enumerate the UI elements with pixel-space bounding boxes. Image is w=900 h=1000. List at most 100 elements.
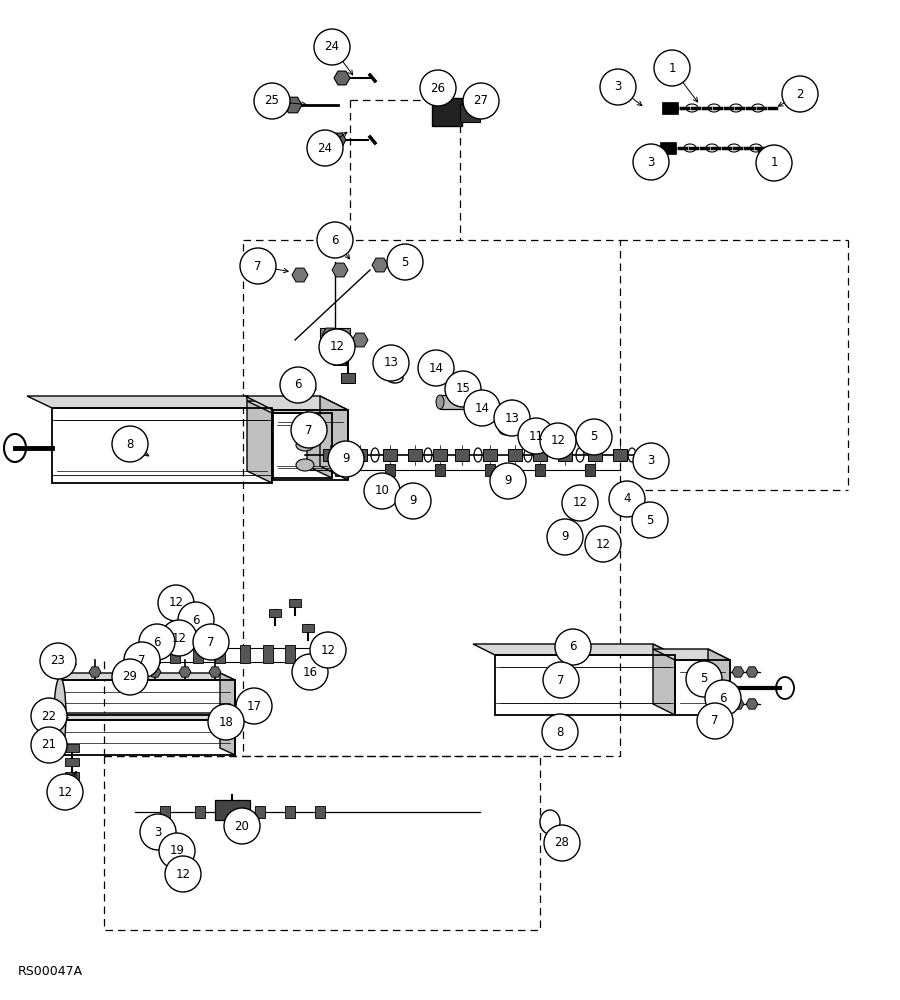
Text: 3: 3 <box>154 826 162 838</box>
Circle shape <box>464 390 500 426</box>
Polygon shape <box>247 396 272 483</box>
Circle shape <box>254 83 290 119</box>
FancyBboxPatch shape <box>533 449 547 461</box>
Polygon shape <box>292 268 308 282</box>
Circle shape <box>756 145 792 181</box>
Circle shape <box>193 624 229 660</box>
Circle shape <box>310 632 346 668</box>
Text: 5: 5 <box>646 514 653 526</box>
Text: 12: 12 <box>168 596 184 609</box>
Circle shape <box>544 825 580 861</box>
Circle shape <box>705 680 741 716</box>
Text: 29: 29 <box>122 670 138 684</box>
Circle shape <box>562 485 598 521</box>
Text: 5: 5 <box>401 255 409 268</box>
Circle shape <box>609 481 645 517</box>
Polygon shape <box>322 328 338 342</box>
Polygon shape <box>220 673 235 715</box>
FancyBboxPatch shape <box>383 449 397 461</box>
FancyBboxPatch shape <box>150 645 160 663</box>
Polygon shape <box>149 667 161 677</box>
Circle shape <box>633 443 669 479</box>
Text: 15: 15 <box>455 382 471 395</box>
Text: 12: 12 <box>329 340 345 354</box>
Text: 7: 7 <box>557 674 565 686</box>
Text: 1: 1 <box>770 156 778 169</box>
Text: 7: 7 <box>305 424 313 436</box>
Circle shape <box>585 526 621 562</box>
Text: 24: 24 <box>325 40 339 53</box>
FancyBboxPatch shape <box>433 449 447 461</box>
Text: 24: 24 <box>318 141 332 154</box>
Text: 3: 3 <box>647 155 654 168</box>
Ellipse shape <box>488 395 496 409</box>
Text: 17: 17 <box>247 700 262 712</box>
FancyBboxPatch shape <box>638 449 652 461</box>
Ellipse shape <box>296 459 314 471</box>
FancyBboxPatch shape <box>408 449 422 461</box>
Circle shape <box>140 814 176 850</box>
Text: 21: 21 <box>41 738 57 752</box>
Text: 2: 2 <box>796 88 804 101</box>
Polygon shape <box>89 667 101 677</box>
Circle shape <box>555 629 591 665</box>
Circle shape <box>31 698 67 734</box>
Polygon shape <box>653 644 675 715</box>
Ellipse shape <box>436 395 444 409</box>
Circle shape <box>208 704 244 740</box>
Circle shape <box>328 441 364 477</box>
Text: 11: 11 <box>528 430 544 442</box>
Polygon shape <box>284 97 302 113</box>
Circle shape <box>697 703 733 739</box>
Text: 10: 10 <box>374 485 390 497</box>
Text: 1: 1 <box>668 62 676 75</box>
Circle shape <box>224 808 260 844</box>
Text: 7: 7 <box>139 654 146 666</box>
Text: 3: 3 <box>615 81 622 94</box>
Polygon shape <box>119 667 131 677</box>
Text: 12: 12 <box>176 867 191 880</box>
FancyBboxPatch shape <box>435 464 445 476</box>
Text: 4: 4 <box>623 492 631 506</box>
Circle shape <box>547 519 583 555</box>
Polygon shape <box>245 396 348 410</box>
Circle shape <box>576 419 612 455</box>
Circle shape <box>236 688 272 724</box>
FancyBboxPatch shape <box>160 806 170 818</box>
Polygon shape <box>334 71 350 85</box>
Text: 16: 16 <box>302 666 318 678</box>
FancyBboxPatch shape <box>269 609 281 617</box>
Circle shape <box>112 659 148 695</box>
FancyBboxPatch shape <box>460 104 480 122</box>
Circle shape <box>112 426 148 462</box>
Text: 12: 12 <box>172 632 186 645</box>
Circle shape <box>373 345 409 381</box>
Circle shape <box>654 50 690 86</box>
FancyBboxPatch shape <box>225 806 235 818</box>
Circle shape <box>47 774 83 810</box>
Circle shape <box>518 418 554 454</box>
Circle shape <box>291 412 327 448</box>
Circle shape <box>292 654 328 690</box>
Polygon shape <box>708 649 730 715</box>
FancyBboxPatch shape <box>65 786 79 794</box>
Text: 9: 9 <box>342 452 350 466</box>
Polygon shape <box>732 699 744 709</box>
Polygon shape <box>27 396 272 408</box>
Text: 6: 6 <box>331 233 338 246</box>
FancyBboxPatch shape <box>302 624 314 632</box>
Circle shape <box>364 473 400 509</box>
Text: 3: 3 <box>647 454 654 468</box>
Circle shape <box>307 130 343 166</box>
Circle shape <box>463 83 499 119</box>
Circle shape <box>418 350 454 386</box>
FancyBboxPatch shape <box>255 806 265 818</box>
FancyBboxPatch shape <box>432 98 462 126</box>
FancyBboxPatch shape <box>323 449 337 461</box>
Circle shape <box>782 76 818 112</box>
Text: 12: 12 <box>58 786 73 798</box>
FancyBboxPatch shape <box>315 806 325 818</box>
Text: 27: 27 <box>473 95 489 107</box>
Polygon shape <box>332 263 348 277</box>
Polygon shape <box>179 667 191 677</box>
